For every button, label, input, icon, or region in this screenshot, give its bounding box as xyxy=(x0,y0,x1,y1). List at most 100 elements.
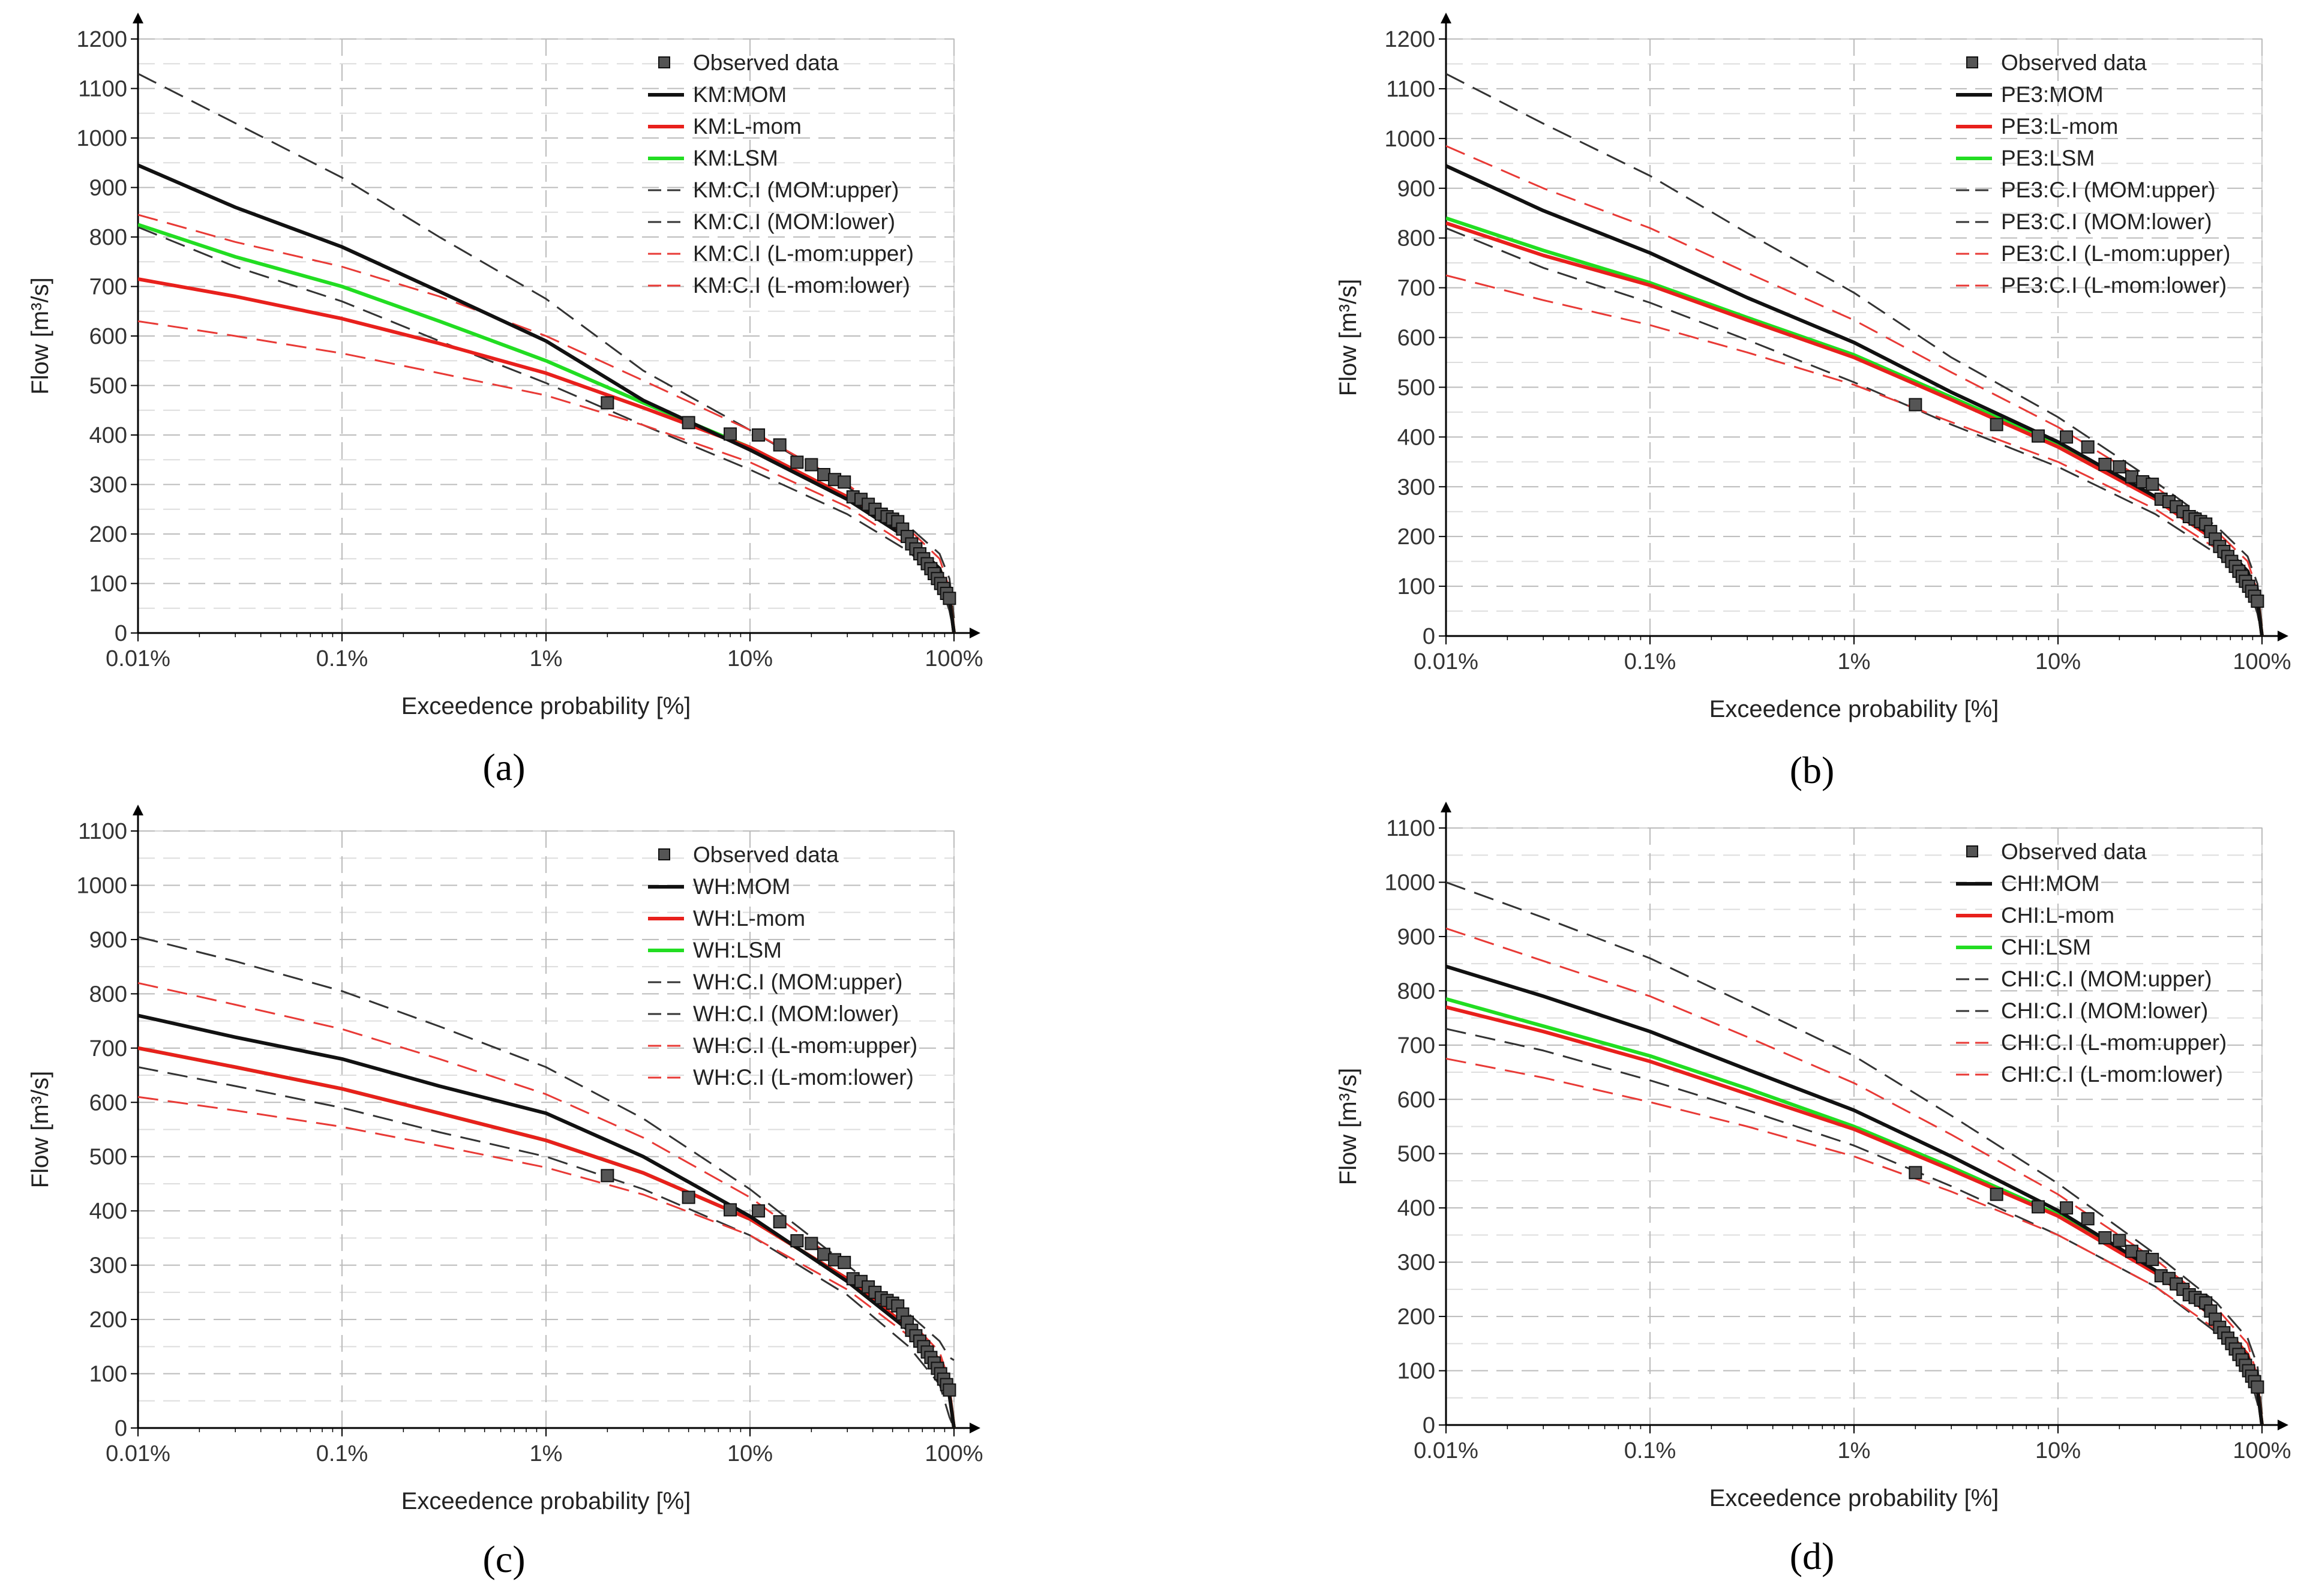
y-tick-label: 300 xyxy=(1397,475,1435,500)
x-axis-title: Exceedence probability [%] xyxy=(1709,1485,1999,1511)
observed-data-point xyxy=(943,592,956,605)
y-tick-label: 0 xyxy=(115,1416,127,1441)
observed-data-point xyxy=(805,1237,818,1250)
y-tick-label: 0 xyxy=(115,621,127,646)
observed-data-point xyxy=(1909,1166,1922,1180)
observed-data-point xyxy=(2098,1231,2112,1244)
y-tick-label: 500 xyxy=(89,374,127,399)
legend-label: Observed data xyxy=(2001,839,2147,864)
y-tick-label: 900 xyxy=(1397,925,1435,950)
series-line-chi-c-i-l-mom-upper- xyxy=(1446,927,2263,1425)
y-tick-label: 100 xyxy=(1397,1359,1435,1384)
y-tick-label: 100 xyxy=(1397,574,1435,599)
legend-label: KM:C.I (MOM:lower) xyxy=(693,209,895,234)
legend-label: WH:C.I (L-mom:lower) xyxy=(693,1065,914,1090)
chart-panel-b: 0 100 200 300 400 500 600 700 800 900 1000 1100 1200… xyxy=(1335,13,2291,791)
legend-label: PE3:C.I (L-mom:lower) xyxy=(2001,273,2227,298)
series-line-wh-c-i-l-mom-upper- xyxy=(138,982,955,1428)
legend-label: KM:LSM xyxy=(693,146,778,170)
observed-data-point xyxy=(2146,478,2159,491)
observed-data-point xyxy=(724,427,737,441)
legend-label: WH:MOM xyxy=(693,874,790,899)
observed-data-point xyxy=(2060,1201,2074,1215)
observed-data-point xyxy=(752,428,766,442)
y-tick-label: 600 xyxy=(89,1090,127,1115)
y-tick-label: 1000 xyxy=(1384,127,1435,152)
legend: Observed data KM:MOM KM:L-mom KM:LSM KM:C.I … xyxy=(648,50,914,298)
y-tick-label: 1100 xyxy=(1386,816,1435,841)
legend-label: CHI:MOM xyxy=(2001,871,2099,896)
legend-marker-observed xyxy=(1966,845,1978,857)
y-tick-label: 800 xyxy=(1397,226,1435,251)
observed-data-point xyxy=(838,475,851,489)
observed-data-point xyxy=(2081,1212,2095,1226)
x-tick-label: 0.01% xyxy=(1414,649,1478,674)
y-tick-label: 900 xyxy=(89,928,127,953)
x-tick-label: 0.1% xyxy=(1624,1438,1676,1463)
observed-data-point xyxy=(752,1204,766,1218)
y-tick-label: 400 xyxy=(1397,1196,1435,1221)
legend-label: PE3:L-mom xyxy=(2001,114,2118,139)
x-tick-label: 0.01% xyxy=(106,1441,170,1466)
observed-data-point xyxy=(2125,470,2138,484)
x-tick-label: 10% xyxy=(727,1441,773,1466)
y-axis-arrow-icon xyxy=(1441,802,1451,812)
x-tick-label: 100% xyxy=(2233,1438,2291,1463)
y-tick-label: 1200 xyxy=(1384,27,1435,52)
observed-data-point xyxy=(2251,594,2264,608)
observed-data-point xyxy=(724,1203,737,1217)
x-tick-label: 0.01% xyxy=(106,646,170,671)
legend-label: PE3:C.I (L-mom:upper) xyxy=(2001,241,2230,266)
x-tick-label: 100% xyxy=(925,1441,983,1466)
observed-data-point xyxy=(1990,1187,2003,1201)
series-line-km-c-i-mom-upper- xyxy=(138,73,955,619)
observed-data-point xyxy=(838,1256,851,1270)
y-tick-label: 900 xyxy=(89,176,127,201)
legend-label: KM:C.I (MOM:upper) xyxy=(693,178,899,202)
legend-label: Observed data xyxy=(693,842,839,867)
observed-data-point xyxy=(2251,1380,2264,1394)
legend-label: KM:L-mom xyxy=(693,114,802,139)
y-axis-title: Flow [m³/s] xyxy=(1335,279,1361,397)
observed-data-point xyxy=(601,1169,614,1183)
x-axis-arrow-icon xyxy=(2278,631,2288,641)
series-line-wh-c-i-mom-upper- xyxy=(138,935,955,1361)
chart-panel-a: 0 100 200 300 400 500 600 700 800 900 1000 1100 1200… xyxy=(27,13,983,788)
y-tick-label: 400 xyxy=(1397,425,1435,450)
observed-data-point xyxy=(817,468,830,481)
legend-label: WH:C.I (L-mom:upper) xyxy=(693,1033,917,1058)
legend: Observed data PE3:MOM PE3:L-mom PE3:LSM PE3:… xyxy=(1956,50,2230,298)
legend-label: CHI:L-mom xyxy=(2001,903,2114,928)
y-tick-label: 1100 xyxy=(78,77,127,102)
y-axis-arrow-icon xyxy=(1441,13,1451,23)
y-tick-label: 700 xyxy=(89,275,127,300)
legend-label: PE3:LSM xyxy=(2001,146,2095,170)
legend-label: CHI:C.I (MOM:upper) xyxy=(2001,967,2212,991)
observed-data-point xyxy=(943,1383,956,1397)
observed-data-point xyxy=(2081,440,2095,454)
y-axis-title: Flow [m³/s] xyxy=(27,1071,53,1189)
y-tick-label: 1000 xyxy=(76,873,127,898)
legend-marker-observed xyxy=(658,56,670,68)
observed-data-point xyxy=(1990,418,2003,431)
y-tick-label: 800 xyxy=(89,982,127,1007)
observed-data-point xyxy=(1909,398,1922,412)
observed-data-point xyxy=(790,1234,804,1247)
series-line-wh-c-i-l-mom-lower- xyxy=(138,1096,955,1428)
observed-data-point xyxy=(2060,430,2074,444)
y-tick-label: 800 xyxy=(89,225,127,250)
x-tick-label: 10% xyxy=(2035,1438,2081,1463)
series-line-km-c-i-l-mom-upper- xyxy=(138,214,955,633)
x-tick-label: 1% xyxy=(530,646,563,671)
x-tick-label: 10% xyxy=(2035,649,2081,674)
y-tick-label: 300 xyxy=(89,1253,127,1279)
panel-label: (b) xyxy=(1790,749,1835,791)
y-axis-arrow-icon xyxy=(133,13,143,23)
x-tick-label: 0.1% xyxy=(316,646,368,671)
y-tick-label: 1200 xyxy=(76,27,127,52)
y-tick-label: 600 xyxy=(1397,326,1435,351)
observed-data-point xyxy=(2146,1253,2159,1267)
x-tick-label: 1% xyxy=(1838,649,1871,674)
y-tick-label: 0 xyxy=(1423,624,1435,649)
observed-data-point xyxy=(2032,429,2045,443)
